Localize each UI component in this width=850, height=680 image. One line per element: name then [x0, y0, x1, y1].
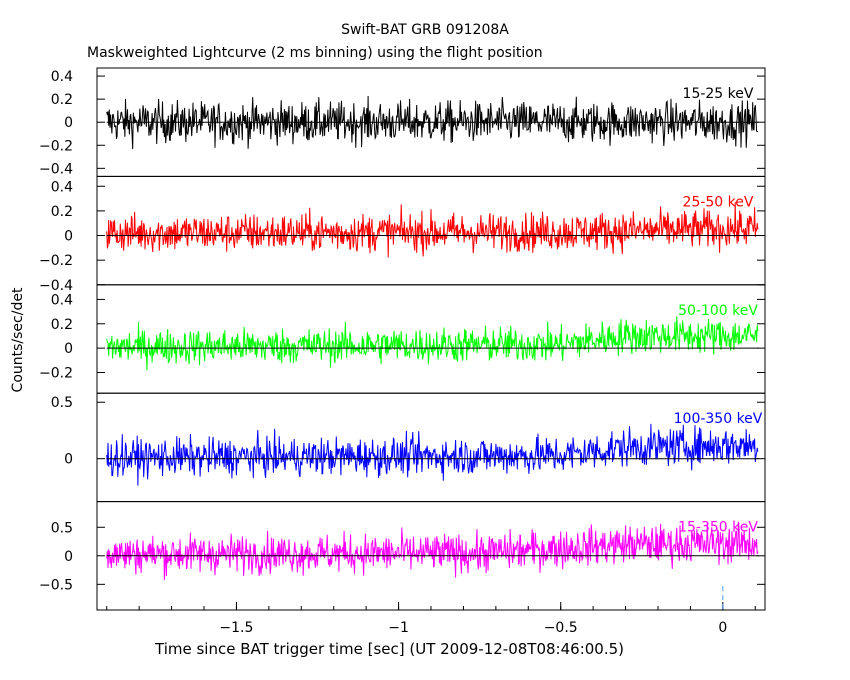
y-tick-label-2-2: 0.2: [51, 317, 73, 333]
y-tick-label-2-3: 0.4: [51, 292, 73, 308]
series-label-3: 100-350 keV: [674, 411, 763, 427]
panel-4: −0.5 0 0.5 15-350 keV: [39, 501, 766, 611]
y-tick-label-1-3: 0.2: [51, 204, 73, 220]
y-tick-label-1-4: 0.4: [51, 179, 73, 195]
x-axis: −1.5 −1 −0.5 0: [106, 602, 756, 636]
series-label-0: 15-25 keV: [683, 86, 754, 102]
y-tick-label-4-2: 0.5: [51, 520, 73, 536]
x-tick-label-1: −1: [388, 620, 409, 636]
series-label-2: 50-100 keV: [678, 303, 758, 319]
panel-0: −0.4 −0.2 0 0.2 0.4 15-25 keV: [39, 67, 766, 177]
x-tick-label-0: −1.5: [219, 620, 253, 636]
y-tick-label-0-0: −0.4: [39, 161, 73, 177]
y-tick-label-2-0: −0.2: [39, 365, 73, 381]
y-axis-label: Counts/sec/det: [10, 287, 26, 393]
panel-2: −0.2 0 0.2 0.4 50-100 keV: [39, 284, 766, 394]
panel-3: 0 0.5 100-350 keV: [51, 392, 766, 503]
x-axis-label: Time since BAT trigger time [sec] (UT 20…: [155, 640, 624, 658]
y-tick-label-0-3: 0.2: [51, 92, 73, 108]
y-tick-label-4-0: −0.5: [39, 577, 73, 593]
panel-frame-1: [96, 175, 766, 286]
series-line-0: [106, 95, 759, 150]
x-tick-label-3: 0: [718, 620, 727, 636]
y-tick-label-0-2: 0: [64, 115, 73, 131]
x-tick-label-2: −0.5: [544, 620, 578, 636]
y-tick-label-0-1: −0.2: [39, 138, 73, 154]
series-line-3: [106, 423, 759, 486]
y-tick-label-4-1: 0: [64, 549, 73, 565]
series-label-1: 25-50 keV: [683, 194, 754, 210]
panels-group: −0.4 −0.2 0 0.2 0.4 15-25 keV −0.4 −0.2 0 0.2 0.4 2…: [39, 67, 766, 611]
y-tick-label-2-1: 0: [64, 341, 73, 357]
chart-subtitle: Maskweighted Lightcurve (2 ms binning) u…: [87, 45, 543, 61]
y-tick-label-0-4: 0.4: [51, 69, 73, 85]
y-tick-label-3-1: 0.5: [51, 395, 73, 411]
y-tick-label-1-1: −0.2: [39, 253, 73, 269]
chart-title: Swift-BAT GRB 091208A: [341, 22, 509, 38]
series-line-2: [106, 316, 759, 371]
y-tick-label-1-0: −0.4: [39, 278, 73, 294]
panel-1: −0.4 −0.2 0 0.2 0.4 25-50 keV: [39, 175, 766, 294]
series-line-4: [106, 521, 759, 581]
series-line-1: [106, 201, 759, 258]
series-label-4: 15-350 keV: [678, 520, 758, 536]
y-tick-label-3-0: 0: [64, 452, 73, 468]
y-tick-label-1-2: 0: [64, 229, 73, 245]
